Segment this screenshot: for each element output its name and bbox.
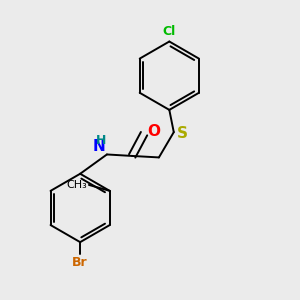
- Text: S: S: [177, 126, 188, 141]
- Text: H: H: [96, 134, 107, 147]
- Text: O: O: [148, 124, 160, 139]
- Text: Cl: Cl: [163, 25, 176, 38]
- Text: CH₃: CH₃: [67, 180, 88, 190]
- Text: N: N: [93, 139, 105, 154]
- Text: Br: Br: [72, 256, 88, 269]
